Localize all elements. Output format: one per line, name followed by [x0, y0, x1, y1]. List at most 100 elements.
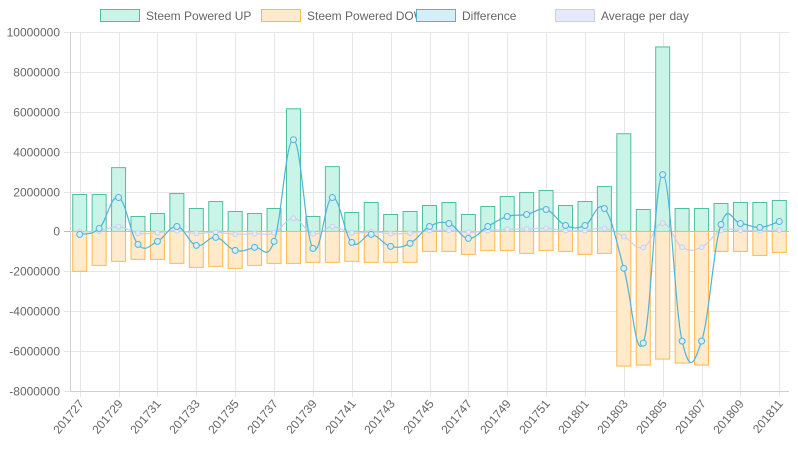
bar-down[interactable]	[480, 230, 496, 251]
bar-up[interactable]	[363, 202, 379, 232]
bar-down[interactable]	[111, 230, 127, 262]
difference-point[interactable]	[484, 222, 492, 230]
average-point[interactable]	[407, 230, 413, 237]
difference-point[interactable]	[503, 212, 511, 220]
bar-up[interactable]	[247, 212, 263, 232]
difference-point[interactable]	[173, 222, 181, 230]
difference-point[interactable]	[212, 233, 220, 241]
bar-up[interactable]	[655, 46, 671, 232]
average-point[interactable]	[290, 215, 297, 222]
difference-point[interactable]	[426, 222, 433, 230]
difference-point[interactable]	[678, 337, 686, 345]
average-point[interactable]	[193, 230, 200, 237]
bar-down[interactable]	[674, 230, 690, 364]
average-point[interactable]	[310, 230, 316, 237]
difference-point[interactable]	[736, 219, 744, 227]
bar-down[interactable]	[324, 230, 340, 263]
difference-point[interactable]	[562, 221, 570, 229]
average-point[interactable]	[504, 226, 511, 233]
bar-up[interactable]	[694, 208, 710, 232]
legend-swatch[interactable]	[100, 9, 140, 22]
bar-down[interactable]	[188, 230, 204, 268]
average-point[interactable]	[251, 230, 258, 237]
difference-point[interactable]	[581, 221, 589, 229]
bar-up[interactable]	[732, 202, 748, 232]
difference-point[interactable]	[95, 224, 103, 232]
average-point[interactable]	[601, 225, 608, 232]
difference-point[interactable]	[153, 237, 161, 245]
difference-point[interactable]	[367, 230, 375, 238]
difference-point[interactable]	[620, 264, 628, 272]
difference-point[interactable]	[387, 242, 395, 250]
average-point[interactable]	[329, 223, 336, 230]
bar-up[interactable]	[674, 208, 690, 232]
difference-point[interactable]	[289, 136, 297, 144]
difference-point[interactable]	[464, 234, 472, 242]
average-point[interactable]	[776, 227, 783, 233]
bar-up[interactable]	[72, 194, 88, 232]
bar-down[interactable]	[655, 230, 671, 360]
average-point[interactable]	[135, 230, 141, 237]
bar-up[interactable]	[227, 211, 243, 232]
bar-up[interactable]	[344, 211, 360, 232]
legend-label[interactable]: Steem Powered DOWN	[307, 9, 434, 23]
average-point[interactable]	[212, 229, 219, 236]
bar-down[interactable]	[732, 230, 748, 252]
difference-point[interactable]	[659, 171, 667, 179]
bar-up[interactable]	[635, 209, 651, 232]
difference-point[interactable]	[445, 219, 453, 227]
bar-down[interactable]	[266, 230, 282, 264]
average-point[interactable]	[523, 226, 530, 232]
bar-up[interactable]	[616, 133, 632, 232]
average-point[interactable]	[659, 220, 666, 227]
difference-point[interactable]	[348, 238, 356, 246]
difference-point[interactable]	[542, 206, 550, 214]
difference-point[interactable]	[192, 241, 200, 249]
difference-point[interactable]	[134, 240, 142, 248]
average-point[interactable]	[348, 230, 355, 236]
bar-down[interactable]	[285, 230, 301, 264]
bar-up[interactable]	[460, 213, 476, 232]
bar-up[interactable]	[771, 200, 787, 232]
bar-down[interactable]	[616, 230, 632, 367]
average-point[interactable]	[465, 229, 472, 236]
bar-down[interactable]	[558, 230, 574, 252]
difference-point[interactable]	[309, 244, 317, 252]
legend-swatch[interactable]	[555, 9, 595, 22]
average-point[interactable]	[543, 225, 549, 232]
average-point[interactable]	[232, 231, 239, 238]
average-point[interactable]	[582, 227, 588, 234]
legend-label[interactable]: Steem Powered UP	[146, 9, 251, 23]
bar-down[interactable]	[694, 230, 710, 366]
bar-up[interactable]	[285, 108, 301, 232]
average-point[interactable]	[679, 244, 686, 251]
legend-swatch[interactable]	[261, 9, 301, 22]
bar-down[interactable]	[635, 230, 651, 366]
difference-point[interactable]	[270, 237, 278, 245]
bar-down[interactable]	[499, 230, 515, 251]
bar-up[interactable]	[402, 211, 418, 232]
bar-down[interactable]	[422, 230, 437, 252]
bar-up[interactable]	[383, 213, 399, 232]
difference-point[interactable]	[523, 210, 531, 218]
bar-down[interactable]	[596, 230, 612, 254]
bar-down[interactable]	[577, 230, 593, 255]
bar-up[interactable]	[149, 212, 165, 232]
legend-label[interactable]: Average per day	[601, 9, 689, 23]
difference-point[interactable]	[698, 337, 706, 345]
average-point[interactable]	[154, 229, 161, 236]
difference-point[interactable]	[717, 220, 725, 228]
average-point[interactable]	[387, 230, 394, 237]
bar-down[interactable]	[169, 230, 185, 264]
bar-down[interactable]	[441, 230, 457, 252]
average-point[interactable]	[640, 244, 647, 251]
bar-up[interactable]	[188, 208, 204, 232]
average-point[interactable]	[562, 227, 569, 234]
difference-point[interactable]	[328, 194, 336, 202]
bar-down[interactable]	[519, 230, 535, 254]
difference-point[interactable]	[406, 239, 414, 247]
average-point[interactable]	[698, 244, 705, 251]
bar-down[interactable]	[771, 230, 787, 253]
legend-swatch[interactable]	[416, 9, 456, 22]
difference-point[interactable]	[639, 339, 647, 347]
